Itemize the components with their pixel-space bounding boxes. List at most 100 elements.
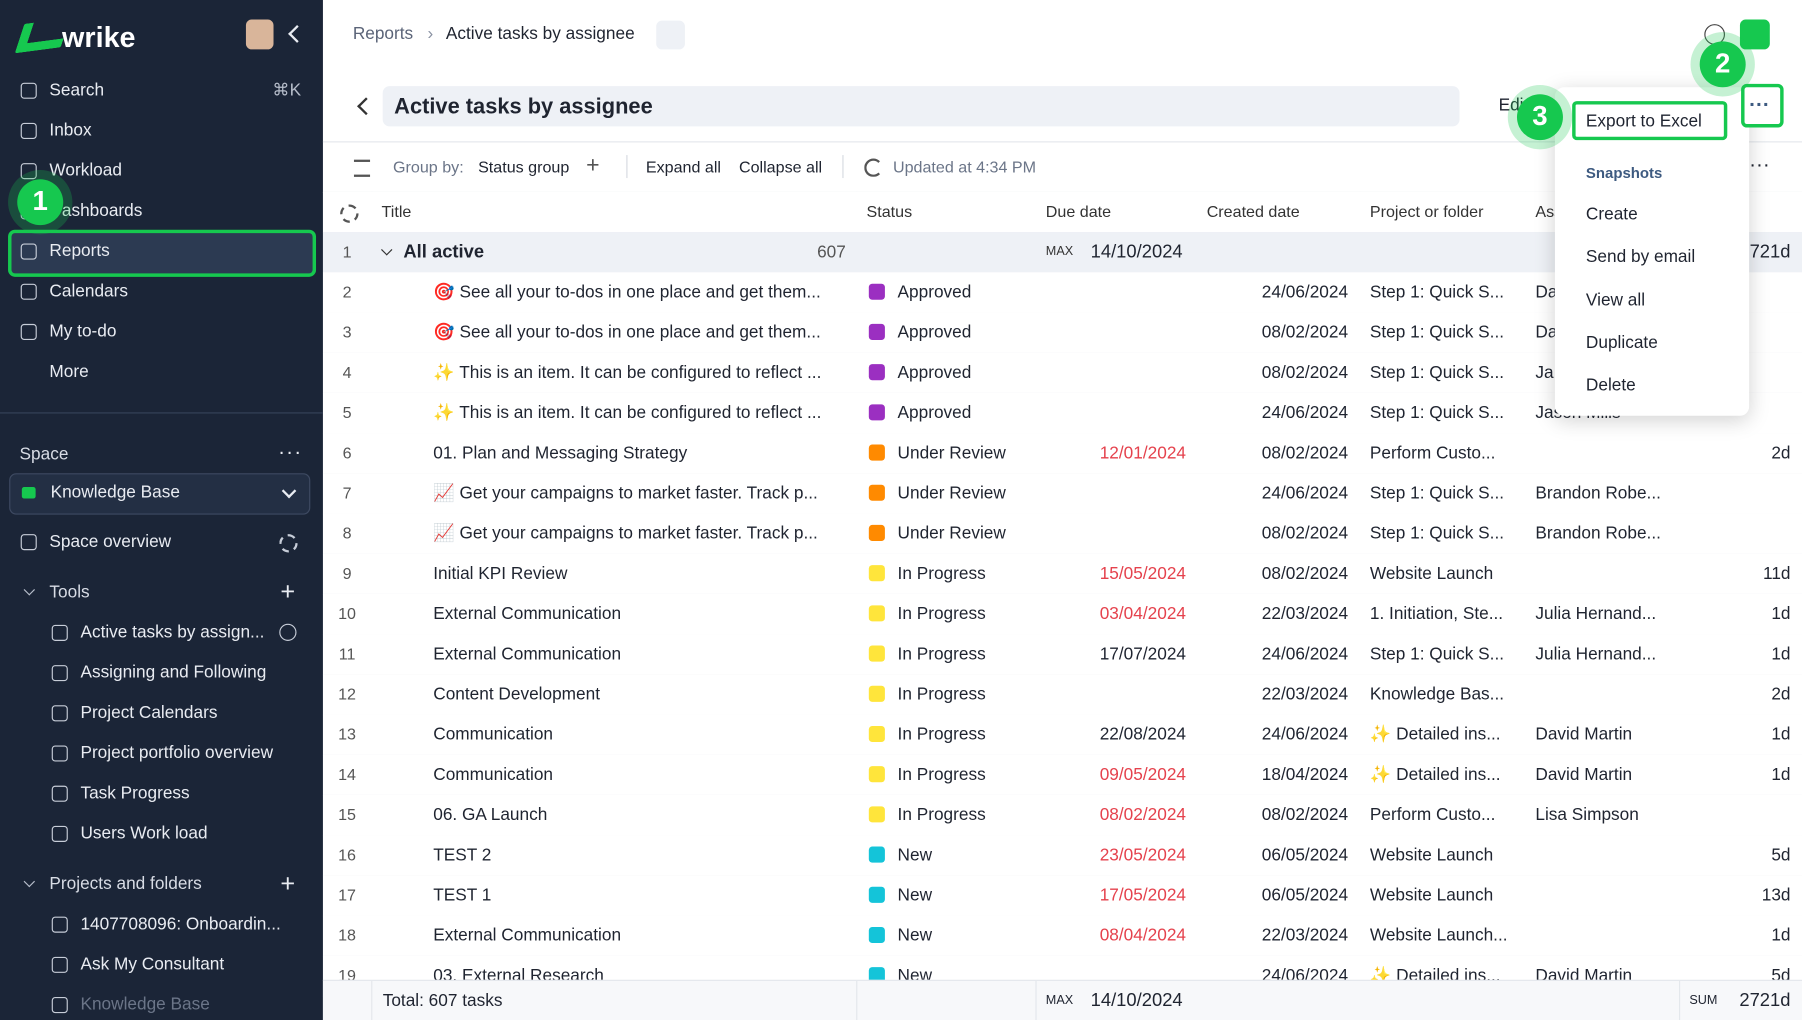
duration: 13d: [1684, 875, 1791, 915]
toolbar-more[interactable]: ···: [1749, 152, 1770, 177]
project[interactable]: Step 1: Quick S...: [1370, 473, 1517, 513]
tool-item[interactable]: Users Work load: [80, 821, 207, 846]
separator: [842, 155, 843, 178]
status-swatch: [869, 605, 885, 621]
task-title[interactable]: External Communication: [433, 634, 849, 674]
nav-item[interactable]: Workload: [49, 159, 122, 184]
expand-all[interactable]: Expand all: [646, 154, 721, 179]
nav-item[interactable]: More: [49, 360, 88, 385]
menu-item[interactable]: Create: [1586, 202, 1638, 227]
refresh-icon[interactable]: [864, 159, 882, 177]
duration: 1d: [1684, 915, 1791, 955]
pin-button[interactable]: [656, 21, 685, 50]
task-title[interactable]: 01. Plan and Messaging Strategy: [433, 433, 849, 473]
breadcrumb[interactable]: Reports: [353, 22, 413, 47]
tool-item[interactable]: Project portfolio overview: [80, 741, 273, 766]
task-title[interactable]: TEST 1: [433, 875, 849, 915]
task-title[interactable]: Communication: [433, 714, 849, 754]
task-title[interactable]: External Communication: [433, 594, 849, 634]
tool-item[interactable]: Project Calendars: [80, 701, 217, 726]
add-button[interactable]: +: [280, 579, 295, 604]
project[interactable]: Step 1: Quick S...: [1370, 393, 1517, 433]
nav-item[interactable]: Inbox: [49, 118, 91, 143]
assignee: Julia Hernand...: [1535, 594, 1673, 634]
project[interactable]: Step 1: Quick S...: [1370, 513, 1517, 553]
project[interactable]: Perform Custo...: [1370, 433, 1517, 473]
space-overview[interactable]: Space overview: [49, 530, 171, 555]
created-date: 18/04/2024: [1201, 755, 1348, 795]
more-dots[interactable]: ···: [1749, 92, 1770, 117]
search[interactable]: Search: [49, 78, 104, 103]
project[interactable]: Website Launch...: [1370, 915, 1517, 955]
create-button[interactable]: [1740, 20, 1770, 50]
tool-item[interactable]: Task Progress: [80, 781, 189, 806]
nav-item[interactable]: Dashboards: [49, 199, 142, 224]
menu-item[interactable]: Send by email: [1586, 245, 1695, 270]
task-title[interactable]: Initial KPI Review: [433, 554, 849, 594]
group-title[interactable]: All active: [403, 232, 633, 272]
column-header[interactable]: Due date: [1046, 192, 1191, 232]
menu-item[interactable]: Export to Excel: [1586, 109, 1702, 134]
project[interactable]: Step 1: Quick S...: [1370, 634, 1517, 674]
project[interactable]: Website Launch: [1370, 875, 1517, 915]
column-border: [856, 981, 857, 1020]
column-header[interactable]: Status: [867, 192, 1030, 232]
settings-icon[interactable]: [340, 204, 358, 222]
task-title[interactable]: 📈 Get your campaigns to market faster. T…: [433, 513, 849, 553]
task-title[interactable]: 📈 Get your campaigns to market faster. T…: [433, 473, 849, 513]
project[interactable]: Step 1: Quick S...: [1370, 353, 1517, 393]
group-chevron[interactable]: [381, 244, 392, 255]
project-item[interactable]: Knowledge Base: [80, 992, 209, 1017]
tool-item[interactable]: Active tasks by assign...: [80, 620, 264, 645]
project[interactable]: Step 1: Quick S...: [1370, 312, 1517, 352]
menu-item[interactable]: Delete: [1586, 374, 1636, 399]
project[interactable]: Knowledge Bas...: [1370, 674, 1517, 714]
project[interactable]: Website Launch: [1370, 835, 1517, 875]
add-button[interactable]: +: [280, 871, 295, 896]
task-title[interactable]: 06. GA Launch: [433, 795, 849, 835]
column-header[interactable]: Created date: [1207, 192, 1354, 232]
task-title[interactable]: 🎯 See all your to-dos in one place and g…: [433, 272, 849, 312]
project[interactable]: ✨ Detailed ins...: [1370, 714, 1517, 754]
nav-item[interactable]: Calendars: [49, 279, 128, 304]
add-group[interactable]: +: [586, 153, 599, 178]
total: Total: 607 tasks: [383, 981, 728, 1020]
project[interactable]: Perform Custo...: [1370, 795, 1517, 835]
project-item[interactable]: 1407708096: Onboardin...: [80, 912, 280, 937]
column-header[interactable]: Project or folder: [1370, 192, 1519, 232]
duration: 2d: [1684, 674, 1791, 714]
nav-item[interactable]: Reports: [49, 239, 109, 264]
project[interactable]: Step 1: Quick S...: [1370, 272, 1517, 312]
collapse-all[interactable]: Collapse all: [739, 154, 822, 179]
back-button[interactable]: [357, 97, 375, 115]
menu-item[interactable]: View all: [1586, 288, 1645, 313]
report-title: Active tasks by assignee: [394, 93, 653, 123]
status: In Progress: [898, 714, 1031, 754]
status-swatch: [869, 525, 885, 541]
task-title[interactable]: TEST 2: [433, 835, 849, 875]
due-date: 15/05/2024: [1040, 554, 1186, 594]
column-header[interactable]: Title: [382, 192, 851, 232]
task-title[interactable]: 🎯 See all your to-dos in one place and g…: [433, 312, 849, 352]
project[interactable]: 1. Initiation, Ste...: [1370, 594, 1517, 634]
settings-icon[interactable]: [279, 534, 297, 552]
task-title[interactable]: Content Development: [433, 674, 849, 714]
task-title[interactable]: External Communication: [433, 915, 849, 955]
space-name[interactable]: Knowledge Base: [51, 480, 180, 505]
section-label[interactable]: Projects and folders: [49, 872, 201, 897]
tool-item[interactable]: Assigning and Following: [80, 660, 266, 685]
section-chevron: [24, 876, 35, 887]
nav-item[interactable]: My to-do: [49, 319, 116, 344]
menu-item[interactable]: Duplicate: [1586, 331, 1658, 356]
task-title[interactable]: ✨ This is an item. It can be configured …: [433, 393, 849, 433]
project-item[interactable]: Ask My Consultant: [80, 952, 224, 977]
section-label[interactable]: Tools: [49, 580, 89, 605]
task-title[interactable]: Communication: [433, 755, 849, 795]
group-by-value[interactable]: Status group: [478, 154, 569, 179]
task-title[interactable]: ✨ This is an item. It can be configured …: [433, 353, 849, 393]
status: In Progress: [898, 795, 1031, 835]
project[interactable]: Website Launch: [1370, 554, 1517, 594]
space-menu[interactable]: ···: [278, 439, 302, 464]
project[interactable]: ✨ Detailed ins...: [1370, 755, 1517, 795]
collapse-chevron[interactable]: [288, 25, 306, 43]
